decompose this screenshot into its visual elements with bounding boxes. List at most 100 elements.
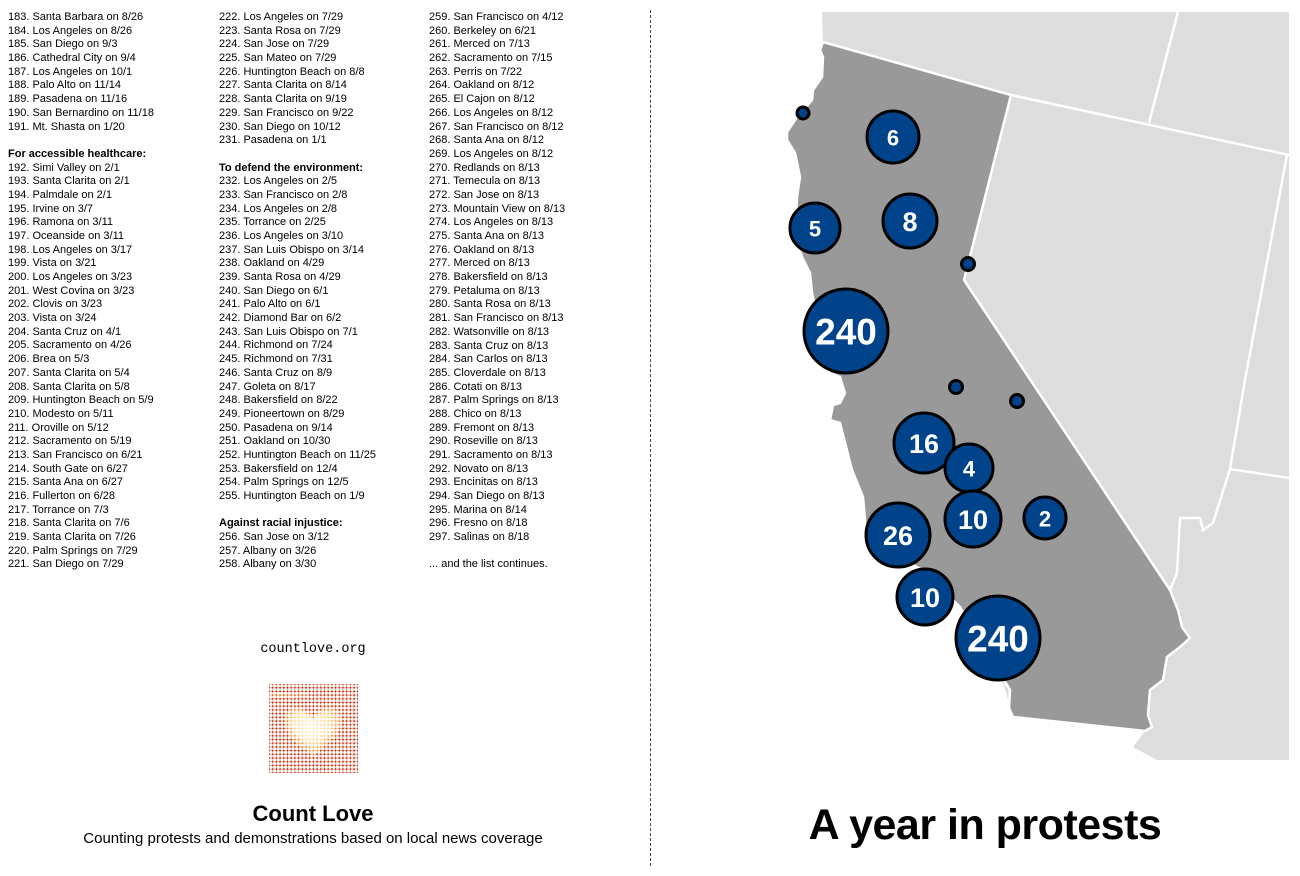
protest-entry: 211. Oroville on 5/12 (8, 421, 109, 434)
protest-bubble (892, 411, 956, 475)
protest-bubble (865, 109, 921, 165)
section-heading: For accessible healthcare: (8, 147, 147, 160)
protest-entry: 198. Los Angeles on 3/17 (8, 243, 133, 256)
protest-count-label: 240 (967, 619, 1029, 660)
protest-count-label: 26 (883, 521, 913, 551)
protest-entry: 234. Los Angeles on 2/8 (219, 202, 338, 215)
protest-entry: 222. Los Angeles on 7/29 (219, 11, 344, 23)
protest-entry: 254. Palm Springs on 12/5 (219, 476, 349, 489)
protest-bubble (881, 192, 939, 250)
protest-count-label: 10 (958, 505, 988, 535)
protest-entry: 286. Cotati on 8/13 (429, 380, 522, 393)
fold-divider (650, 10, 651, 866)
protest-entry: 266. Los Angeles on 8/12 (429, 106, 554, 119)
protest-entry: 224. San Jose on 7/29 (219, 38, 330, 51)
protest-entry: 295. Marina on 8/14 (429, 503, 527, 516)
protest-entry: 249. Pioneertown on 8/29 (219, 407, 345, 420)
protest-entry: 185. San Diego on 9/3 (8, 38, 118, 51)
protest-entry: 226. Huntington Beach on 8/8 (219, 65, 365, 78)
protest-entry: 214. South Gate on 6/27 (8, 462, 128, 475)
protest-count-label: 8 (902, 207, 917, 237)
protest-entry: 204. Santa Cruz on 4/1 (8, 325, 122, 338)
protest-entry: 258. Albany on 3/30 (219, 558, 317, 571)
protest-bubble (1022, 495, 1068, 541)
protest-entry: 284. San Carlos on 8/13 (429, 353, 548, 366)
protest-entry: 201. West Covina on 3/23 (8, 284, 135, 297)
protest-entry: 232. Los Angeles on 2/5 (219, 175, 338, 188)
protest-entry: 205. Sacramento on 4/26 (8, 339, 132, 352)
protest-entry: 290. Roseville on 8/13 (429, 435, 538, 448)
protest-entry: 213. San Francisco on 6/21 (8, 448, 143, 461)
count-love-heart-logo (269, 684, 358, 773)
protest-entry: 248. Bakersfield on 8/22 (219, 394, 338, 407)
protest-entry: 289. Fremont on 8/13 (429, 421, 535, 434)
list-section: Against racial injustice: 256. San Jose o… (219, 517, 376, 572)
protest-entry: 200. Los Angeles on 3/23 (8, 271, 133, 284)
protest-entry: 268. Santa Ana on 8/12 (429, 134, 544, 147)
protest-entry: 239. Santa Rosa on 4/29 (219, 271, 341, 284)
website-url[interactable]: countlove.org (260, 642, 366, 657)
protest-entry: 233. San Francisco on 2/8 (219, 188, 348, 201)
protest-bubble (1009, 393, 1025, 409)
protest-entry: 250. Pasadena on 9/14 (219, 421, 333, 434)
brand-tagline: Counting protests and demonstrations bas… (83, 830, 543, 847)
protest-entry: 206. Brea on 5/3 (8, 353, 90, 366)
protest-entry: 263. Perris on 7/22 (429, 65, 522, 78)
protest-entry: 190. San Bernardino on 11/18 (8, 106, 154, 119)
protest-entry: 291. Sacramento on 8/13 (429, 449, 553, 461)
protest-entry: 215. Santa Ana on 6/27 (8, 476, 123, 489)
list-section: 222. Los Angeles on 7/29 223. Santa Rosa … (219, 11, 376, 148)
protest-entry: ... and the list continues. (429, 558, 548, 571)
protest-entry: 255. Huntington Beach on 1/9 (219, 490, 365, 503)
protest-entry: 280. Santa Rosa on 8/13 (429, 298, 551, 311)
protest-entry: 219. Santa Clarita on 7/26 (8, 531, 136, 544)
protest-entry: 277. Merced on 8/13 (429, 257, 530, 270)
protest-entry: 208. Santa Clarita on 5/8 (8, 380, 130, 393)
protest-entry: 212. Sacramento on 5/19 (8, 435, 132, 448)
protest-entry: 223. Santa Rosa on 7/29 (219, 24, 341, 37)
protest-entry: 227. Santa Clarita on 8/14 (219, 79, 347, 92)
protest-entry: 197. Oceanside on 3/11 (8, 229, 124, 242)
protest-entry: 247. Goleta on 8/17 (219, 380, 316, 393)
protest-entry: 188. Palo Alto on 11/14 (8, 79, 121, 92)
protest-bubble (960, 256, 976, 272)
protest-count-label: 5 (809, 217, 821, 242)
protest-entry: 288. Chico on 8/13 (429, 407, 522, 420)
list-section: To defend the environment: 232. Los Angel… (219, 162, 376, 504)
protest-entry: 216. Fullerton on 6/28 (8, 490, 116, 503)
protest-entry: 189. Pasadena on 11/16 (8, 93, 128, 106)
protest-entry: 296. Fresno on 8/18 (429, 517, 528, 530)
protest-entry: 237. San Luis Obispo on 3/14 (219, 243, 364, 256)
list-section: 259. San Francisco on 4/12 260. Berkeley … (429, 11, 565, 545)
protest-entry: 274. Los Angeles on 8/13 (429, 216, 554, 229)
protest-entry: 246. Santa Cruz on 8/9 (219, 366, 333, 379)
protest-entry: 193. Santa Clarita on 2/1 (8, 175, 130, 188)
protest-entry: 196. Ramona on 3/11 (8, 216, 113, 229)
protest-entry: 186. Cathedral City on 9/4 (8, 52, 136, 65)
protest-entry: 276. Oakland on 8/13 (429, 243, 535, 256)
protest-bubble (795, 105, 811, 121)
protest-entry: 269. Los Angeles on 8/12 (429, 147, 554, 160)
protest-entry: 192. Simi Valley on 2/1 (8, 161, 120, 174)
protest-entry: 260. Berkeley on 6/21 (429, 24, 537, 37)
protest-list-column-3: 259. San Francisco on 4/12 260. Berkeley … (429, 11, 565, 586)
protest-entry: 184. Los Angeles on 8/26 (8, 24, 133, 37)
protest-entry: 187. Los Angeles on 10/1 (8, 65, 133, 78)
protest-entry: 217. Torrance on 7/3 (8, 503, 109, 516)
protest-entry: 294. San Diego on 8/13 (429, 490, 545, 503)
protest-entry: 242. Diamond Bar on 6/2 (219, 312, 342, 325)
protest-entry: 253. Bakersfield on 12/4 (219, 462, 338, 475)
protest-entry: 207. Santa Clarita on 5/4 (8, 366, 130, 379)
protest-entry: 199. Vista on 3/21 (8, 257, 97, 270)
protest-entry: 225. San Mateo on 7/29 (219, 52, 337, 65)
protest-entry: 238. Oakland on 4/29 (219, 257, 325, 270)
protest-entry: 251. Oakland on 10/30 (219, 435, 331, 448)
protest-entry: 228. Santa Clarita on 9/19 (219, 93, 347, 106)
protest-entry: 265. El Cajon on 8/12 (429, 93, 535, 106)
protest-bubbles: 6 5 8 240 16 4 10 2 26 10 240 (788, 105, 1068, 682)
map-title: A year in protests (808, 801, 1162, 849)
protest-count-label: 4 (963, 457, 976, 482)
protest-entry: 243. San Luis Obispo on 7/1 (219, 325, 358, 338)
protest-entry: 229. San Francisco on 9/22 (219, 106, 354, 119)
protest-entry: 292. Novato on 8/13 (429, 462, 529, 475)
